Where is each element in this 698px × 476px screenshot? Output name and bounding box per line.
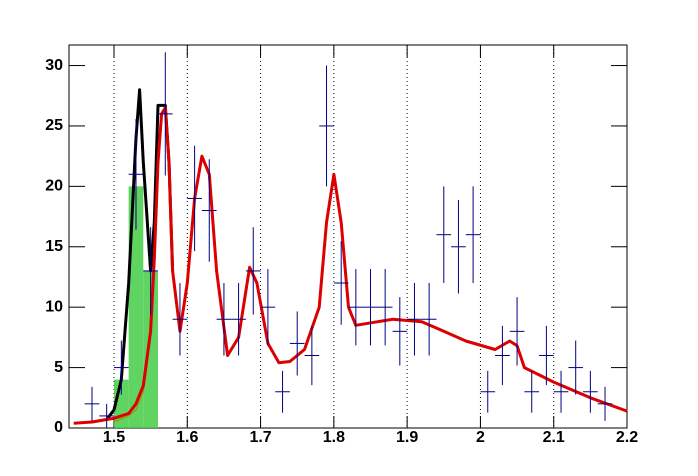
y-tick-label: 10	[45, 298, 63, 315]
curve	[105, 88, 175, 421]
y-tick-label: 30	[45, 57, 63, 74]
x-tick-label: 1.9	[396, 429, 418, 446]
y-tick-label: 15	[45, 238, 63, 255]
histogram-bar	[143, 270, 158, 428]
y-tick-label: 0	[54, 419, 63, 436]
x-tick-label: 1.5	[103, 429, 125, 446]
plot-frame	[68, 44, 628, 429]
histogram-bar	[128, 186, 144, 428]
x-tick-label: 1.6	[176, 429, 198, 446]
x-tick-label: 2	[476, 429, 485, 446]
y-tick-label: 25	[45, 117, 63, 134]
x-tick-label: 1.8	[323, 429, 345, 446]
y-tick-label: 20	[45, 178, 63, 195]
y-tick-label: 5	[54, 359, 63, 376]
x-tick-label: 2.2	[616, 429, 638, 446]
x-tick-label: 2.1	[543, 429, 565, 446]
x-tick-label: 1.7	[249, 429, 271, 446]
